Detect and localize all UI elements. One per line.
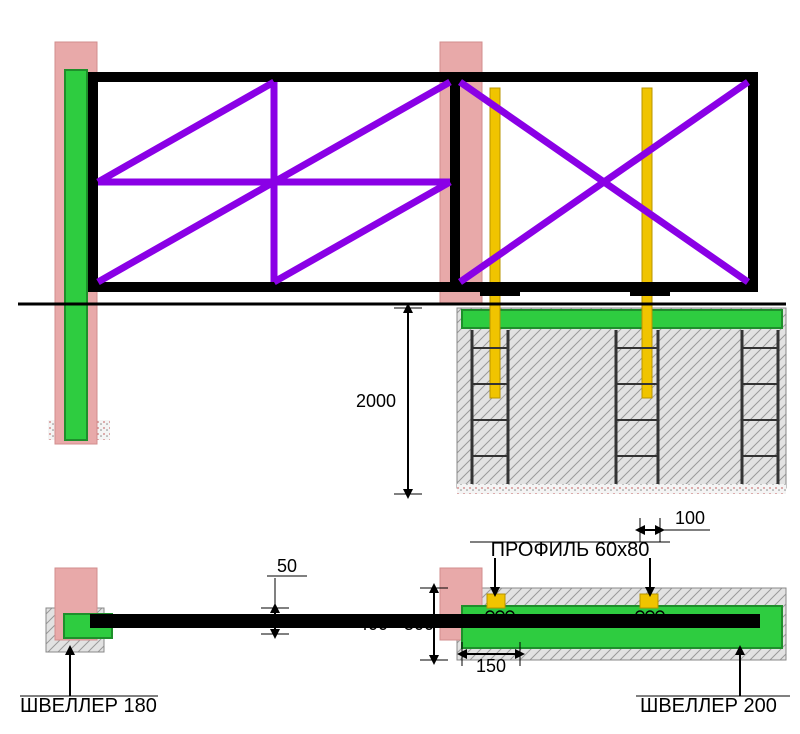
brace [98,182,274,282]
dim-v [394,308,422,494]
channel180-label: ШВЕЛЛЕР 180 [20,695,157,717]
dim-edge-label: 100 [675,508,705,528]
brace [274,182,450,282]
mount-post-0 [490,88,500,398]
dim-label: 150 [476,656,506,676]
gravel-right [457,484,786,494]
channel-left [65,70,87,440]
foundation-concrete [457,308,786,488]
roller-plan-0-base [480,618,520,624]
plan-profile-1 [640,594,658,608]
diagram-root: 200050400 - 500150100ПРОФИЛЬ 60x80ШВЕЛЛЕ… [0,0,800,734]
dim-gap-label: 50 [277,556,297,576]
brace [98,82,274,182]
channel-base [462,310,782,328]
roller-top-0-base [480,290,520,296]
mount-post-1 [642,88,652,398]
brace [274,82,450,182]
dim-label: 2000 [356,391,396,411]
dim-width-label: 400 - 500 [358,614,434,634]
roller-top-1-base [630,290,670,296]
plan-profile-0 [487,594,505,608]
roller-plan-1-base [630,618,670,624]
channel200-label: ШВЕЛЛЕР 200 [640,695,777,717]
